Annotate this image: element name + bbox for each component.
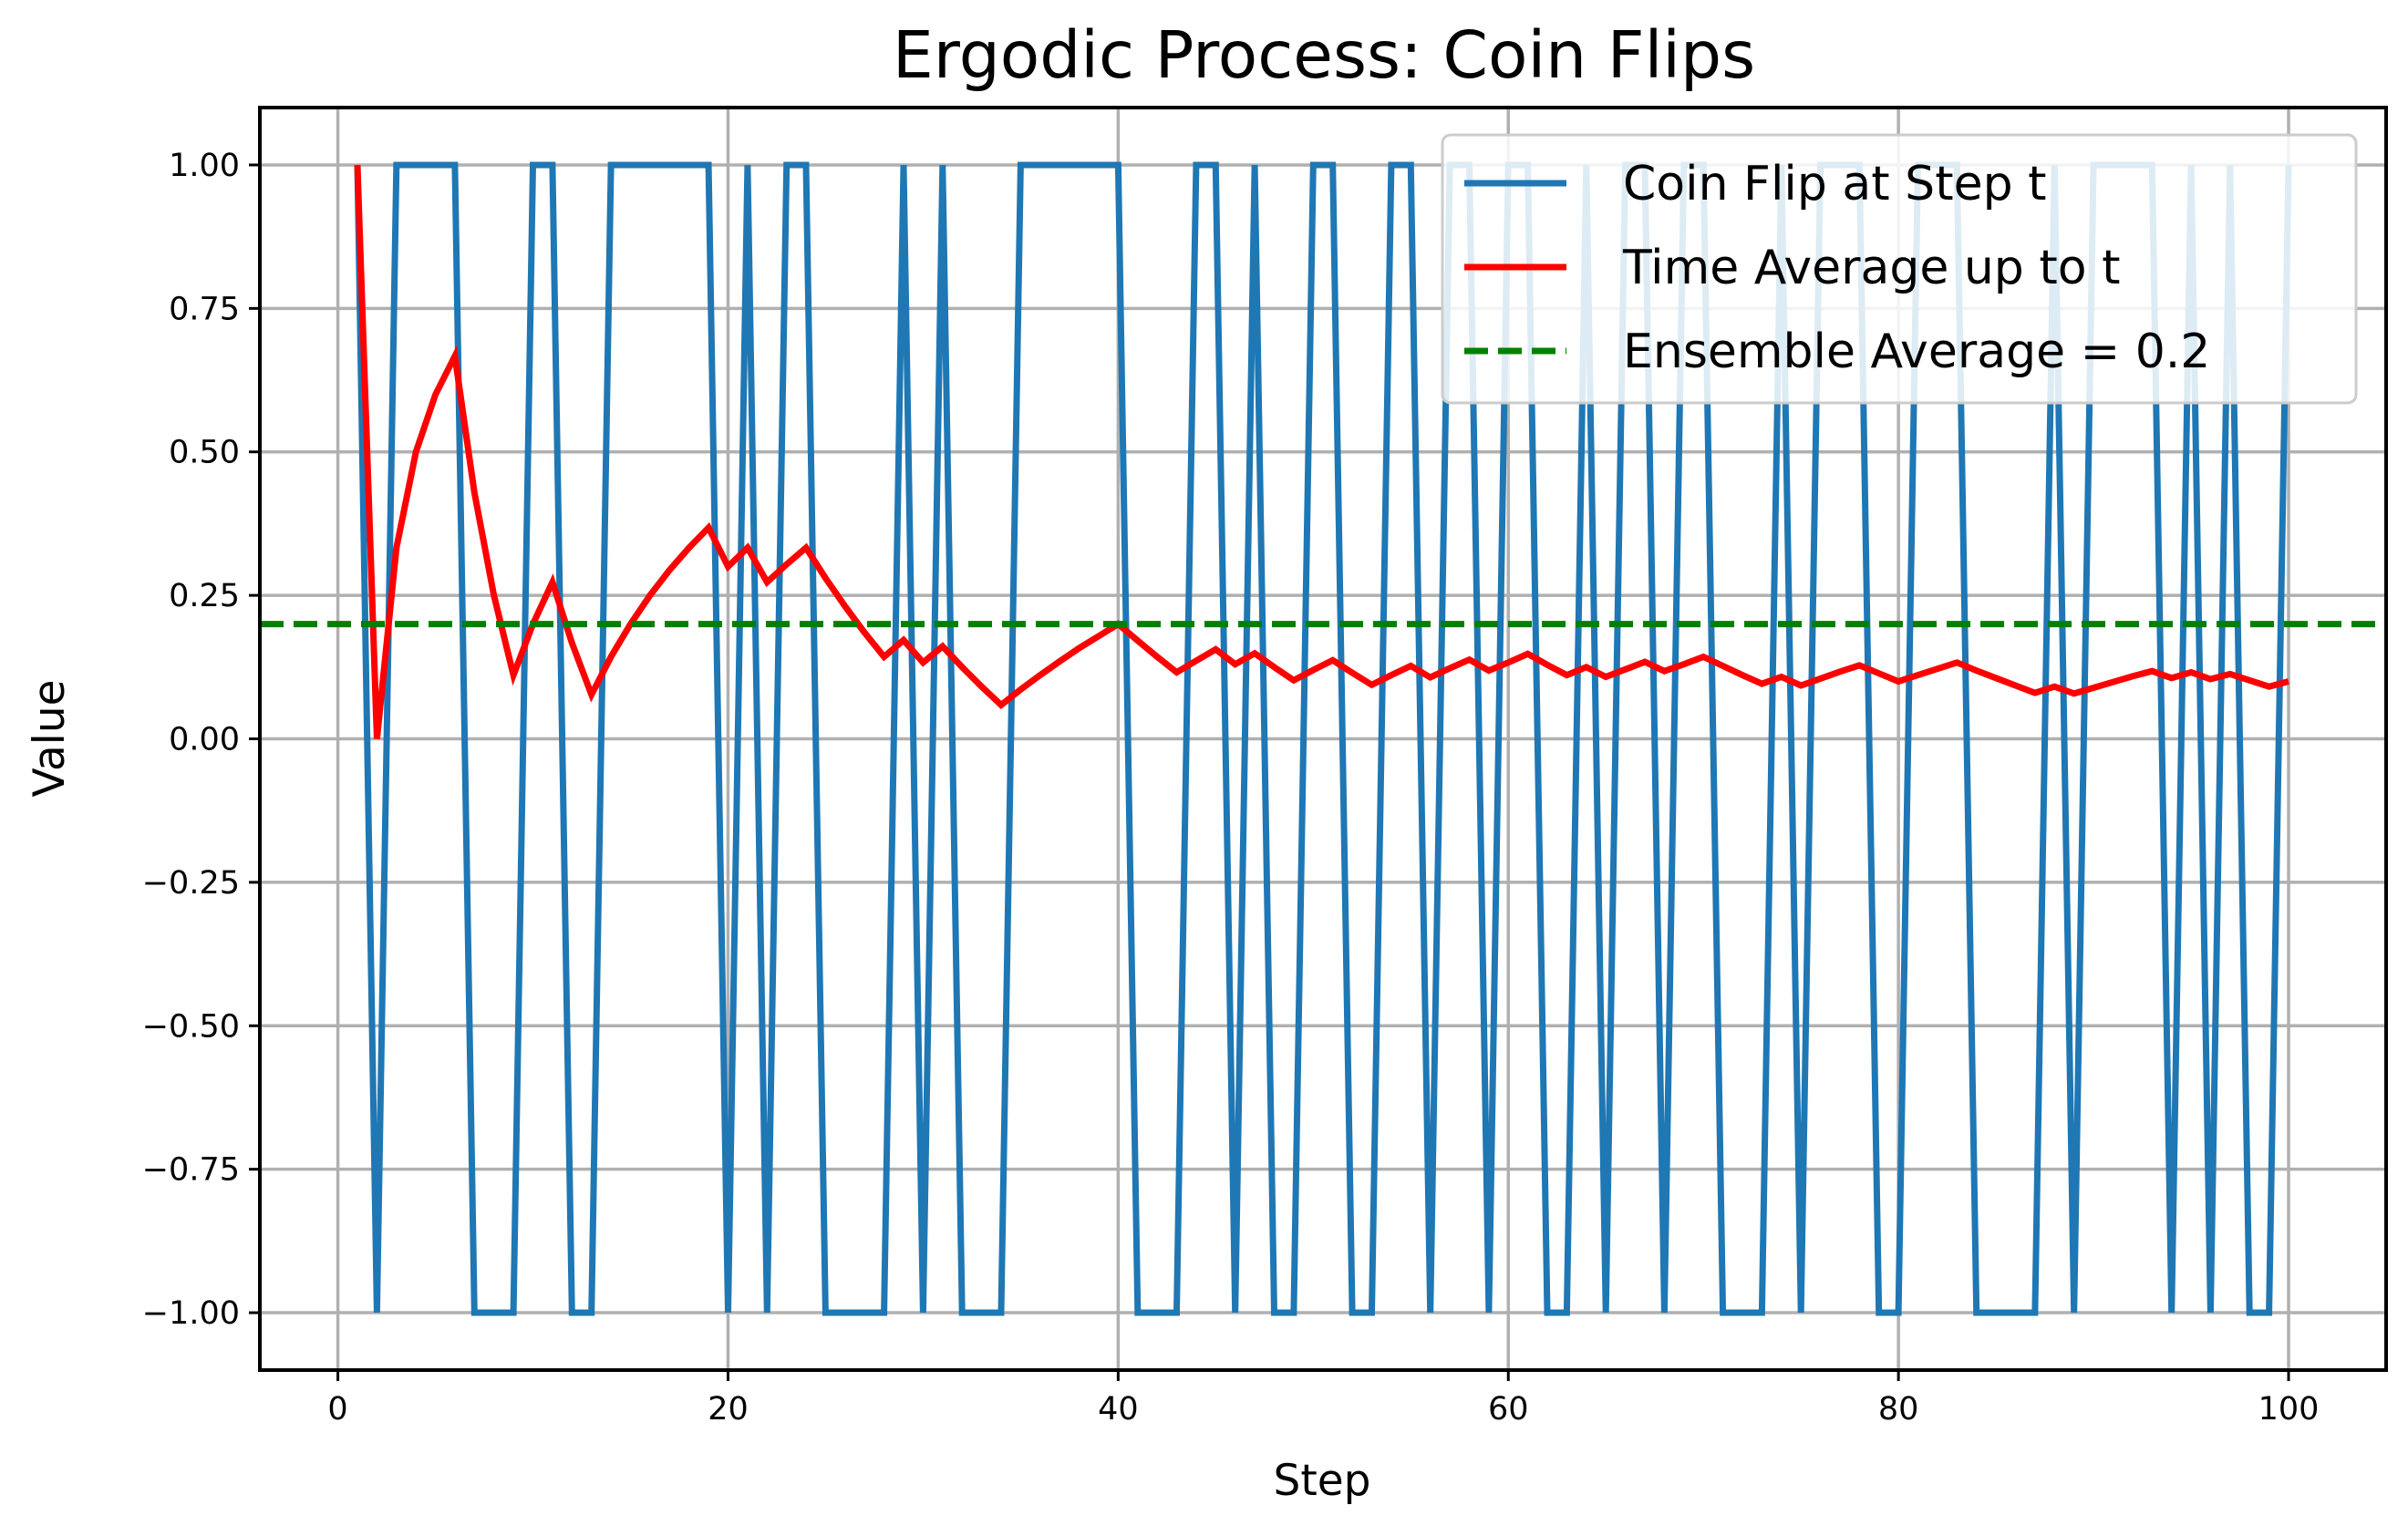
legend: Coin Flip at Step t Time Average up to t E… (1441, 133, 2358, 405)
x-tick-label: 60 (1488, 1391, 1529, 1428)
chart-title: Ergodic Process: Coin Flips (893, 17, 1755, 93)
y-tick-label: −0.75 (142, 1152, 240, 1189)
y-tick-label: 1.00 (169, 148, 240, 184)
x-axis-label: Step (1273, 1456, 1370, 1506)
axis-ticks: 0 20 40 60 80 100 1.00 0.75 0.50 0.25 0.00 −0.25 −0.… (142, 148, 2320, 1428)
y-tick-label: 0.75 (169, 291, 240, 327)
legend-entry-label: Coin Flip at Step t (1623, 157, 2047, 211)
y-tick-label: −1.00 (142, 1295, 240, 1332)
legend-entry-label: Ensemble Average = 0.2 (1623, 325, 2210, 379)
y-tick-label: 0.50 (169, 435, 240, 471)
y-tick-label: 0.25 (169, 578, 240, 614)
y-tick-label: −0.25 (142, 865, 240, 902)
y-axis-label: Value (25, 679, 75, 797)
x-tick-label: 80 (1878, 1391, 1919, 1428)
y-tick-label: 0.00 (169, 722, 240, 758)
legend-box (1441, 133, 2358, 405)
series-line-2 (354, 164, 2289, 739)
plot-series (260, 161, 2386, 1316)
x-tick-label: 100 (2258, 1391, 2320, 1428)
legend-entry-label: Time Average up to t (1622, 241, 2120, 295)
series-line-1 (354, 161, 2292, 1316)
y-tick-label: −0.50 (142, 1008, 240, 1045)
plot-frame (258, 106, 2388, 1372)
x-tick-label: 0 (327, 1391, 347, 1428)
x-tick-label: 20 (708, 1391, 749, 1428)
x-tick-label: 40 (1098, 1391, 1139, 1428)
